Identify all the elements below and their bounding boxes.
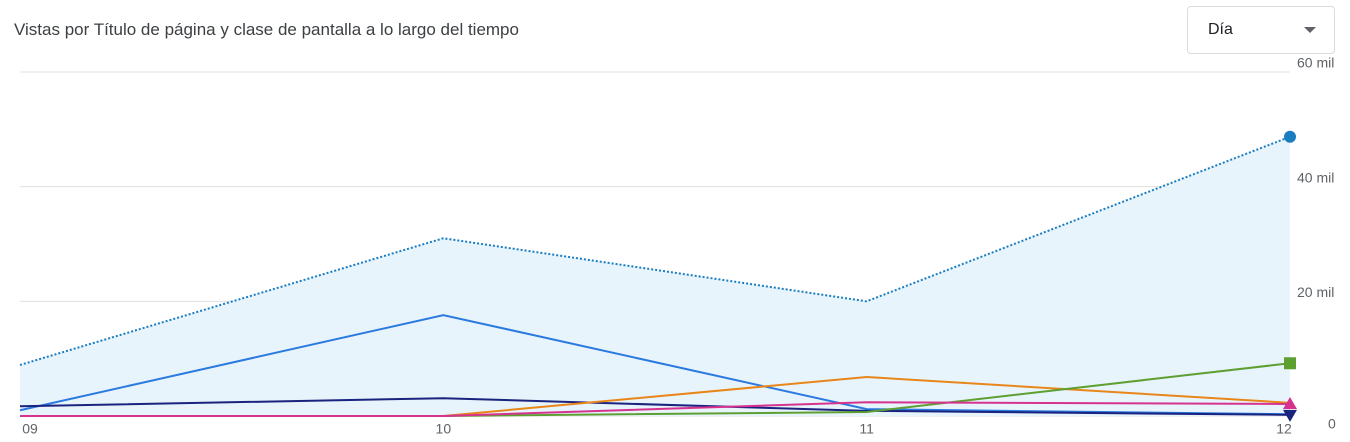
series-line xyxy=(19,135,1291,366)
y-tick-label: 20 mil xyxy=(1297,284,1334,300)
area xyxy=(20,136,1290,416)
y-tick-label: 0 xyxy=(1328,416,1336,432)
granularity-dropdown[interactable]: Día xyxy=(1187,6,1335,54)
point-marker xyxy=(1284,357,1296,370)
dropdown-caret xyxy=(1304,27,1316,33)
series-line xyxy=(19,397,1291,416)
series-line xyxy=(20,401,1291,417)
point-marker xyxy=(1283,396,1297,409)
x-tick-label: 10 xyxy=(436,421,452,437)
x-tick-label: 12 xyxy=(1276,421,1292,437)
y-tick-label: 60 mil xyxy=(1297,55,1334,71)
x-tick-label: 11 xyxy=(859,421,874,437)
point-marker xyxy=(1284,130,1296,143)
chart-title: Vistas por Título de página y clase de p… xyxy=(14,20,519,39)
dropdown-value: Día xyxy=(1208,21,1233,38)
y-tick-label: 40 mil xyxy=(1297,169,1334,185)
point-marker xyxy=(1283,409,1297,422)
series-line xyxy=(19,314,1291,416)
x-tick-label: 09 xyxy=(22,421,38,437)
